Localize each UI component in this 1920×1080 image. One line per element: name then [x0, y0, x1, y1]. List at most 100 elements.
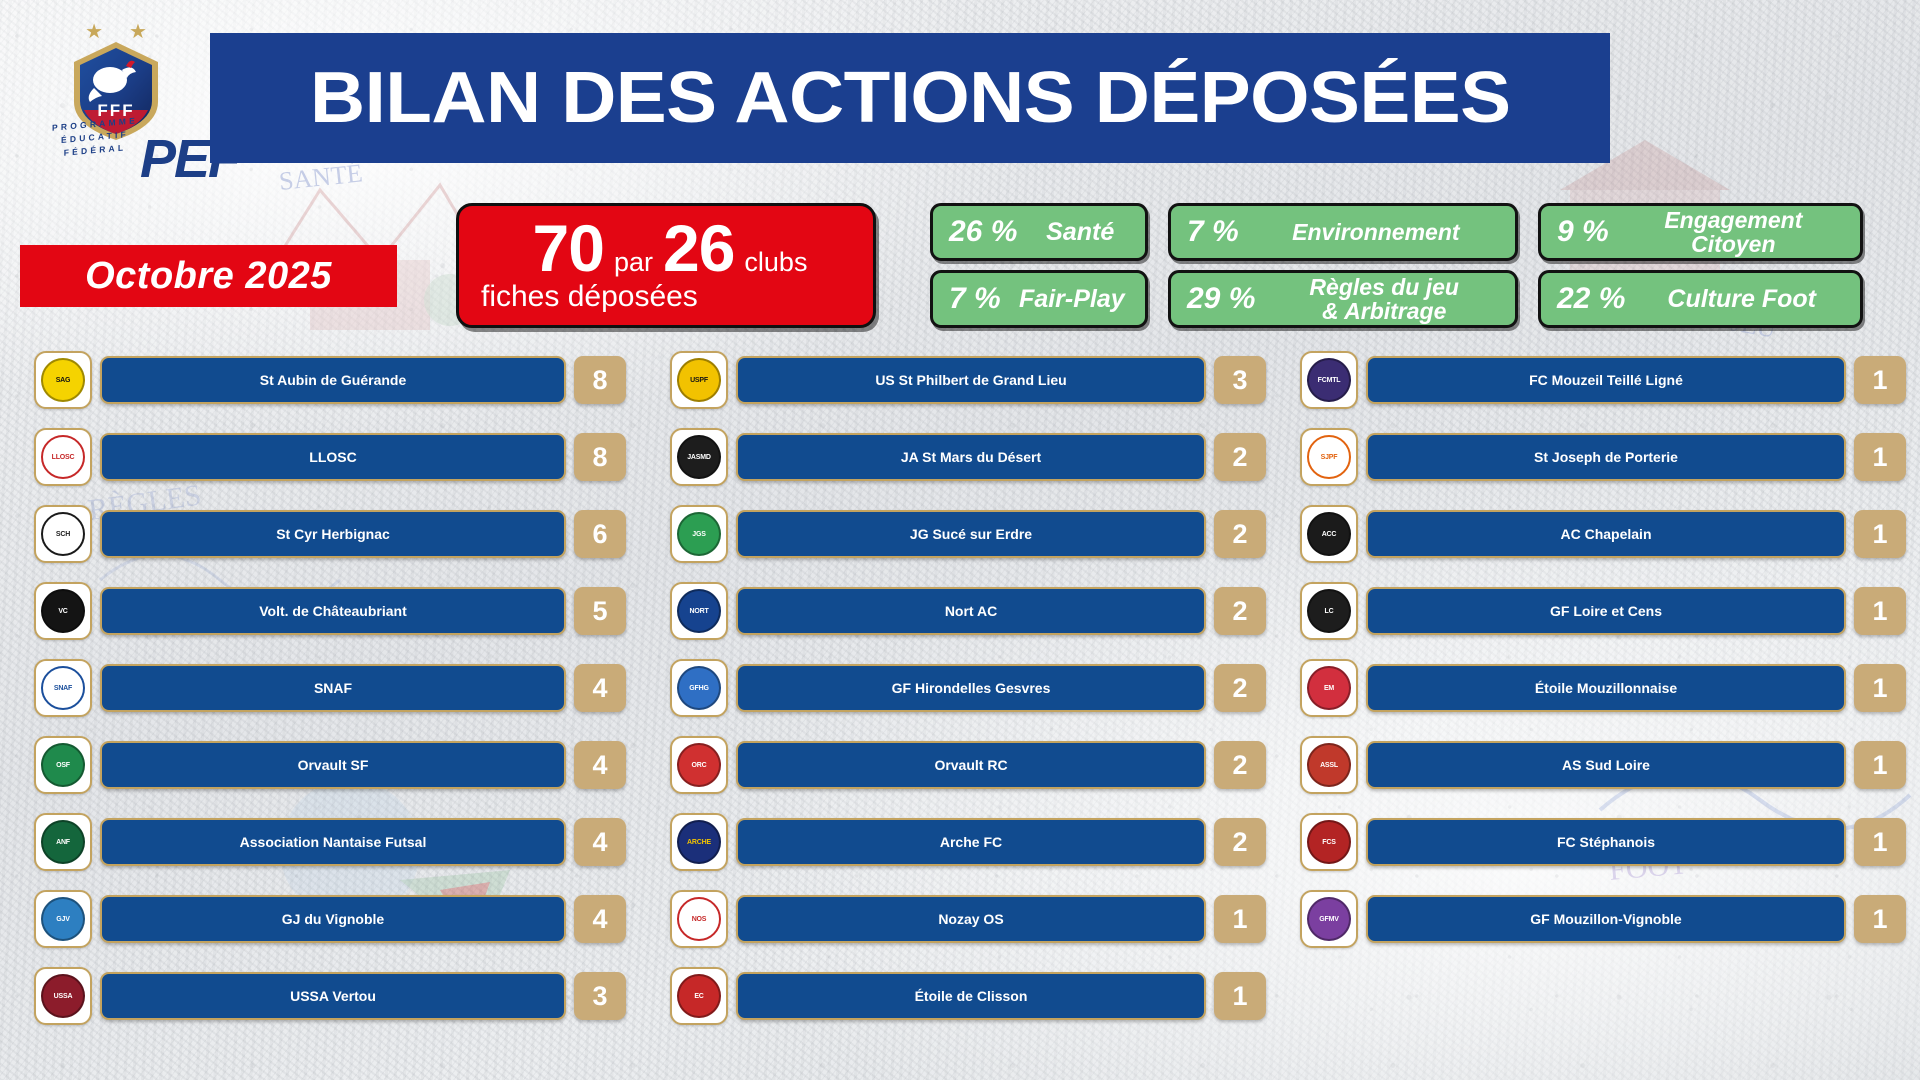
club-row[interactable]: NORT Nort AC 2: [670, 581, 1266, 641]
club-action-count: 1: [1854, 587, 1906, 635]
theme-badges: 26 % Santé 7 % Environnement 9 % Engagement C…: [930, 203, 1895, 328]
crest-nozay-os: NOS: [670, 890, 728, 948]
club-name[interactable]: St Aubin de Guérande: [100, 356, 566, 404]
club-row[interactable]: VC Volt. de Châteaubriant 5: [34, 581, 626, 641]
club-name[interactable]: St Cyr Herbignac: [100, 510, 566, 558]
club-crest-mark: ASSL: [1307, 743, 1351, 787]
club-row[interactable]: JGS JG Sucé sur Erdre 2: [670, 504, 1266, 564]
club-name[interactable]: USSA Vertou: [100, 972, 566, 1020]
club-row[interactable]: JASMD JA St Mars du Désert 2: [670, 427, 1266, 487]
svg-text:FFF: FFF: [97, 101, 134, 120]
club-action-count: 8: [574, 433, 626, 481]
crest-ja-st-mars-du-desert: JASMD: [670, 428, 728, 486]
crest-us-st-philbert-de-grand-lieu: USPF: [670, 351, 728, 409]
theme-badge-fair-play: 7 % Fair-Play: [930, 270, 1148, 328]
date-label: Octobre 2025: [85, 254, 332, 297]
club-action-count: 1: [1854, 433, 1906, 481]
club-crest-mark: FCMTL: [1307, 358, 1351, 402]
club-row[interactable]: SCH St Cyr Herbignac 6: [34, 504, 626, 564]
club-row[interactable]: ORC Orvault RC 2: [670, 735, 1266, 795]
club-name[interactable]: Association Nantaise Futsal: [100, 818, 566, 866]
club-action-count: 3: [574, 972, 626, 1020]
club-row[interactable]: OSF Orvault SF 4: [34, 735, 626, 795]
pef-expansion-text: PROGRAMME ÉDUCATIF FÉDÉRAL: [52, 115, 138, 158]
club-name[interactable]: Arche FC: [736, 818, 1206, 866]
club-crest-mark: GFMV: [1307, 897, 1351, 941]
club-crest-mark: FCS: [1307, 820, 1351, 864]
club-name[interactable]: GF Hirondelles Gesvres: [736, 664, 1206, 712]
club-name[interactable]: GF Mouzillon-Vignoble: [1366, 895, 1846, 943]
club-row[interactable]: ACC AC Chapelain 1: [1300, 504, 1906, 564]
club-action-count: 3: [1214, 356, 1266, 404]
crest-snaf: SNAF: [34, 659, 92, 717]
club-row[interactable]: GFMV GF Mouzillon-Vignoble 1: [1300, 889, 1906, 949]
club-crest-mark: EM: [1307, 666, 1351, 710]
club-action-count: 2: [1214, 433, 1266, 481]
club-crest-mark: OSF: [41, 743, 85, 787]
club-name[interactable]: JA St Mars du Désert: [736, 433, 1206, 481]
club-crest-mark: SAG: [41, 358, 85, 402]
crest-fc-mouzeil-teille-ligne: FCMTL: [1300, 351, 1358, 409]
club-columns: SAG St Aubin de Guérande 8 LLOSC LLOSC 8 SCH St…: [0, 350, 1920, 1080]
club-row[interactable]: EC Étoile de Clisson 1: [670, 966, 1266, 1026]
crest-as-sud-loire: ASSL: [1300, 736, 1358, 794]
fff-pef-logo: ★ ★ FFF PROGRAMME ÉDUCATIF FÉDÉRA: [36, 21, 241, 197]
club-row[interactable]: FCS FC Stéphanois 1: [1300, 812, 1906, 872]
star-icon: ★: [129, 21, 147, 43]
crest-etoile-mouzillonnaise: EM: [1300, 659, 1358, 717]
club-row[interactable]: ARCHE Arche FC 2: [670, 812, 1266, 872]
club-name[interactable]: Nozay OS: [736, 895, 1206, 943]
club-name[interactable]: GJ du Vignoble: [100, 895, 566, 943]
club-row[interactable]: ASSL AS Sud Loire 1: [1300, 735, 1906, 795]
club-action-count: 2: [1214, 664, 1266, 712]
club-row[interactable]: GJV GJ du Vignoble 4: [34, 889, 626, 949]
theme-percentage: 7 %: [1187, 215, 1239, 248]
crest-ussa-vertou: USSA: [34, 967, 92, 1025]
club-action-count: 2: [1214, 818, 1266, 866]
club-crest-mark: USSA: [41, 974, 85, 1018]
club-action-count: 1: [1854, 356, 1906, 404]
club-name[interactable]: JG Sucé sur Erdre: [736, 510, 1206, 558]
theme-label: Culture Foot: [1667, 284, 1816, 313]
club-row[interactable]: LC GF Loire et Cens 1: [1300, 581, 1906, 641]
crest-arche-fc: ARCHE: [670, 813, 728, 871]
club-name[interactable]: SNAF: [100, 664, 566, 712]
club-row[interactable]: USSA USSA Vertou 3: [34, 966, 626, 1026]
club-name[interactable]: Nort AC: [736, 587, 1206, 635]
club-name[interactable]: Volt. de Châteaubriant: [100, 587, 566, 635]
club-row[interactable]: ANF Association Nantaise Futsal 4: [34, 812, 626, 872]
club-crest-mark: JASMD: [677, 435, 721, 479]
theme-badge-culture-foot: 22 % Culture Foot: [1538, 270, 1863, 328]
club-row[interactable]: LLOSC LLOSC 8: [34, 427, 626, 487]
club-name[interactable]: Étoile Mouzillonnaise: [1366, 664, 1846, 712]
club-row[interactable]: FCMTL FC Mouzeil Teillé Ligné 1: [1300, 350, 1906, 410]
club-action-count: 4: [574, 818, 626, 866]
club-name[interactable]: Orvault RC: [736, 741, 1206, 789]
club-row[interactable]: SAG St Aubin de Guérande 8: [34, 350, 626, 410]
club-crest-mark: ANF: [41, 820, 85, 864]
club-name[interactable]: US St Philbert de Grand Lieu: [736, 356, 1206, 404]
club-crest-mark: GFHG: [677, 666, 721, 710]
club-name[interactable]: FC Mouzeil Teillé Ligné: [1366, 356, 1846, 404]
column-1: SAG St Aubin de Guérande 8 LLOSC LLOSC 8 SCH St…: [0, 350, 640, 1080]
club-name[interactable]: Orvault SF: [100, 741, 566, 789]
club-name[interactable]: St Joseph de Porterie: [1366, 433, 1846, 481]
header: ★ ★ FFF PROGRAMME ÉDUCATIF FÉDÉRA: [0, 0, 1920, 210]
club-row[interactable]: NOS Nozay OS 1: [670, 889, 1266, 949]
club-row[interactable]: SNAF SNAF 4: [34, 658, 626, 718]
club-name[interactable]: Étoile de Clisson: [736, 972, 1206, 1020]
club-row[interactable]: USPF US St Philbert de Grand Lieu 3: [670, 350, 1266, 410]
club-row[interactable]: GFHG GF Hirondelles Gesvres 2: [670, 658, 1266, 718]
column-2: USPF US St Philbert de Grand Lieu 3 JASMD JA…: [640, 350, 1280, 1080]
club-row[interactable]: EM Étoile Mouzillonnaise 1: [1300, 658, 1906, 718]
club-name[interactable]: LLOSC: [100, 433, 566, 481]
club-action-count: 1: [1214, 895, 1266, 943]
club-name[interactable]: GF Loire et Cens: [1366, 587, 1846, 635]
summary-connector: par: [613, 246, 653, 277]
club-action-count: 6: [574, 510, 626, 558]
club-name[interactable]: AC Chapelain: [1366, 510, 1846, 558]
summary-headline: 70 par 26 clubs: [467, 215, 873, 281]
club-name[interactable]: FC Stéphanois: [1366, 818, 1846, 866]
club-row[interactable]: SJPF St Joseph de Porterie 1: [1300, 427, 1906, 487]
club-name[interactable]: AS Sud Loire: [1366, 741, 1846, 789]
